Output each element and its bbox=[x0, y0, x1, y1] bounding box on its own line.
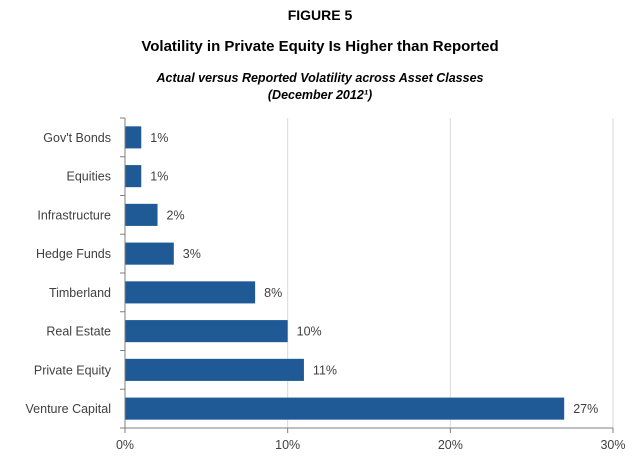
bar-6 bbox=[125, 358, 304, 381]
x-tick-label-1: 10% bbox=[275, 438, 300, 452]
bar-5 bbox=[125, 320, 288, 343]
category-label-5: Real Estate bbox=[46, 325, 111, 339]
chart-title: Volatility in Private Equity Is Higher t… bbox=[141, 38, 499, 55]
bar-0 bbox=[125, 126, 142, 149]
bar-1 bbox=[125, 165, 142, 188]
data-label-7: 27% bbox=[573, 402, 598, 416]
data-label-2: 2% bbox=[167, 208, 185, 222]
chart-subtitle: Actual versus Reported Volatility across… bbox=[0, 70, 640, 104]
x-tick-label-0: 0% bbox=[116, 438, 134, 452]
bar-7 bbox=[125, 397, 565, 420]
figure-label: FIGURE 5 bbox=[287, 7, 353, 23]
chart-subtitle-line-1: Actual versus Reported Volatility across… bbox=[156, 71, 484, 85]
chart-subtitle-line-2: (December 2012¹) bbox=[267, 88, 373, 102]
bar-4 bbox=[125, 281, 256, 304]
category-label-7: Venture Capital bbox=[26, 402, 111, 416]
data-label-0: 1% bbox=[150, 131, 168, 145]
bar-2 bbox=[125, 203, 158, 226]
x-tick-label-2: 20% bbox=[438, 438, 463, 452]
data-label-5: 10% bbox=[297, 325, 322, 339]
x-tick-label-3: 30% bbox=[600, 438, 625, 452]
data-label-1: 1% bbox=[150, 170, 168, 184]
bar-3 bbox=[125, 242, 174, 265]
category-label-3: Hedge Funds bbox=[36, 247, 111, 261]
category-label-4: Timberland bbox=[49, 286, 111, 300]
category-label-2: Infrastructure bbox=[37, 208, 111, 222]
category-label-1: Equities bbox=[67, 170, 111, 184]
category-label-0: Gov't Bonds bbox=[43, 131, 111, 145]
data-label-4: 8% bbox=[264, 286, 282, 300]
data-label-3: 3% bbox=[183, 247, 201, 261]
data-label-6: 11% bbox=[313, 363, 337, 377]
category-label-6: Private Equity bbox=[34, 363, 112, 377]
